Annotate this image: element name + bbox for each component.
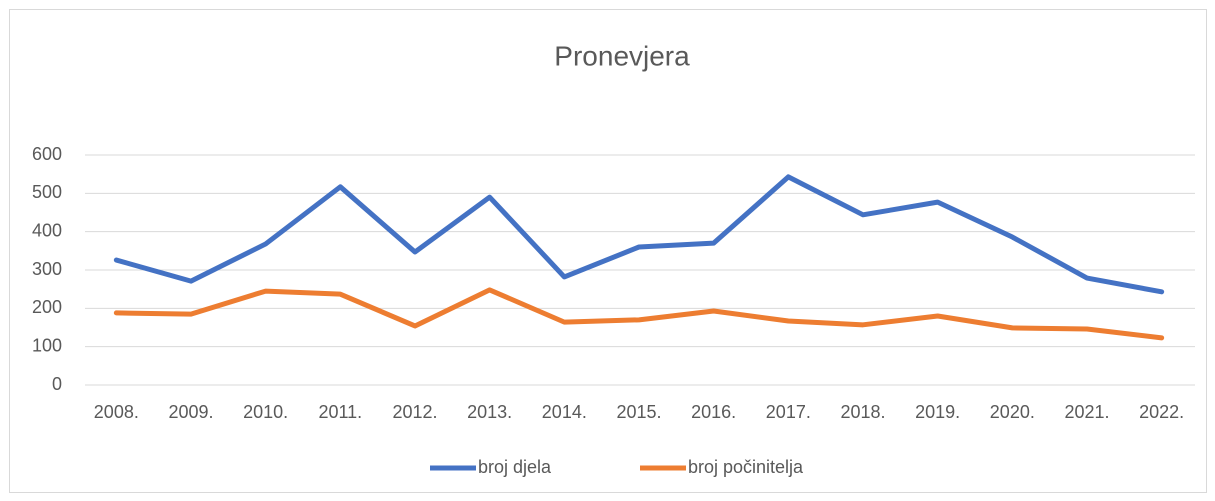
y-tick-label: 500 [32, 182, 62, 202]
y-tick-label: 600 [32, 144, 62, 164]
chart-border [9, 9, 1207, 493]
x-tick-label: 2020. [990, 402, 1035, 422]
x-tick-label: 2010. [243, 402, 288, 422]
chart-title: Pronevjera [554, 40, 690, 71]
y-tick-label: 200 [32, 297, 62, 317]
y-tick-label: 0 [52, 374, 62, 394]
x-tick-label: 2012. [392, 402, 437, 422]
x-tick-label: 2016. [691, 402, 736, 422]
x-tick-label: 2018. [840, 402, 885, 422]
x-tick-label: 2021. [1064, 402, 1109, 422]
x-tick-label: 2015. [616, 402, 661, 422]
x-tick-label: 2019. [915, 402, 960, 422]
legend-label: broj djela [478, 457, 552, 477]
y-tick-label: 100 [32, 335, 62, 355]
series-line [113, 174, 1165, 295]
series-line [113, 287, 1165, 341]
x-tick-label: 2013. [467, 402, 512, 422]
x-tick-label: 2022. [1139, 402, 1184, 422]
legend-label: broj počinitelja [688, 457, 804, 477]
x-tick-label: 2008. [94, 402, 139, 422]
y-tick-label: 400 [32, 220, 62, 240]
y-tick-label: 300 [32, 259, 62, 279]
x-tick-label: 2017. [766, 402, 811, 422]
x-tick-label: 2009. [168, 402, 213, 422]
x-tick-label: 2014. [542, 402, 587, 422]
x-tick-label: 2011. [318, 402, 362, 422]
